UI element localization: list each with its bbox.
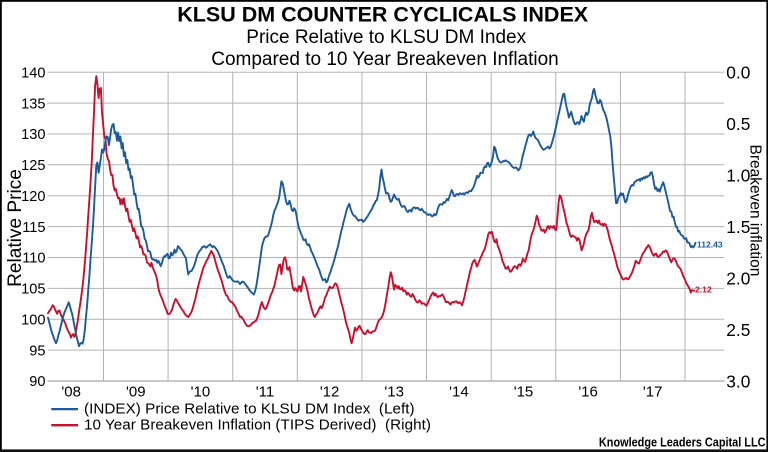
svg-text:3.0: 3.0 <box>726 371 750 391</box>
svg-text:'14: '14 <box>449 384 469 401</box>
svg-text:100: 100 <box>21 312 45 328</box>
svg-text:120: 120 <box>21 189 45 205</box>
svg-text:'13: '13 <box>384 384 404 401</box>
svg-text:110: 110 <box>22 251 45 267</box>
svg-text:KLSU DM COUNTER CYCLICALS INDE: KLSU DM COUNTER CYCLICALS INDEX <box>177 2 589 26</box>
svg-text:112.43: 112.43 <box>697 239 723 249</box>
svg-text:135: 135 <box>21 96 45 112</box>
svg-text:115: 115 <box>22 220 45 236</box>
svg-text:'16: '16 <box>578 384 598 401</box>
svg-text:1.5: 1.5 <box>726 217 750 237</box>
svg-text:2.12: 2.12 <box>695 285 712 295</box>
svg-text:140: 140 <box>21 65 45 81</box>
svg-text:2.0: 2.0 <box>726 268 750 288</box>
svg-text:Price Relative to KLSU DM Inde: Price Relative to KLSU DM Index <box>246 27 526 48</box>
svg-text:'11: '11 <box>256 384 274 401</box>
svg-text:Knowledge Leaders Capital LLC: Knowledge Leaders Capital LLC <box>599 434 766 449</box>
svg-text:'17: '17 <box>643 384 663 401</box>
svg-text:'09: '09 <box>126 384 146 401</box>
svg-text:95: 95 <box>29 343 45 359</box>
svg-text:'08: '08 <box>61 384 81 401</box>
svg-text:2.5: 2.5 <box>726 320 750 340</box>
svg-text:Relative Price: Relative Price <box>5 169 26 287</box>
svg-text:(INDEX) Price Relative to KLSU: (INDEX) Price Relative to KLSU DM Index … <box>84 401 415 418</box>
svg-text:1.0: 1.0 <box>726 165 750 185</box>
svg-text:'12: '12 <box>320 384 340 401</box>
svg-text:'15: '15 <box>514 384 534 401</box>
svg-text:Breakeven inflation: Breakeven inflation <box>746 144 763 276</box>
svg-text:0.0: 0.0 <box>726 63 750 83</box>
svg-text:105: 105 <box>21 282 45 298</box>
svg-text:90: 90 <box>29 374 45 390</box>
svg-text:130: 130 <box>21 127 45 143</box>
svg-text:10 Year Breakeven Inflation (T: 10 Year Breakeven Inflation (TIPS Derive… <box>84 417 431 434</box>
svg-text:'10: '10 <box>191 384 211 401</box>
svg-text:125: 125 <box>21 158 45 174</box>
svg-text:0.5: 0.5 <box>726 114 750 134</box>
svg-text:Compared to 10 Year Breakeven: Compared to 10 Year Breakeven Inflation <box>211 49 559 70</box>
